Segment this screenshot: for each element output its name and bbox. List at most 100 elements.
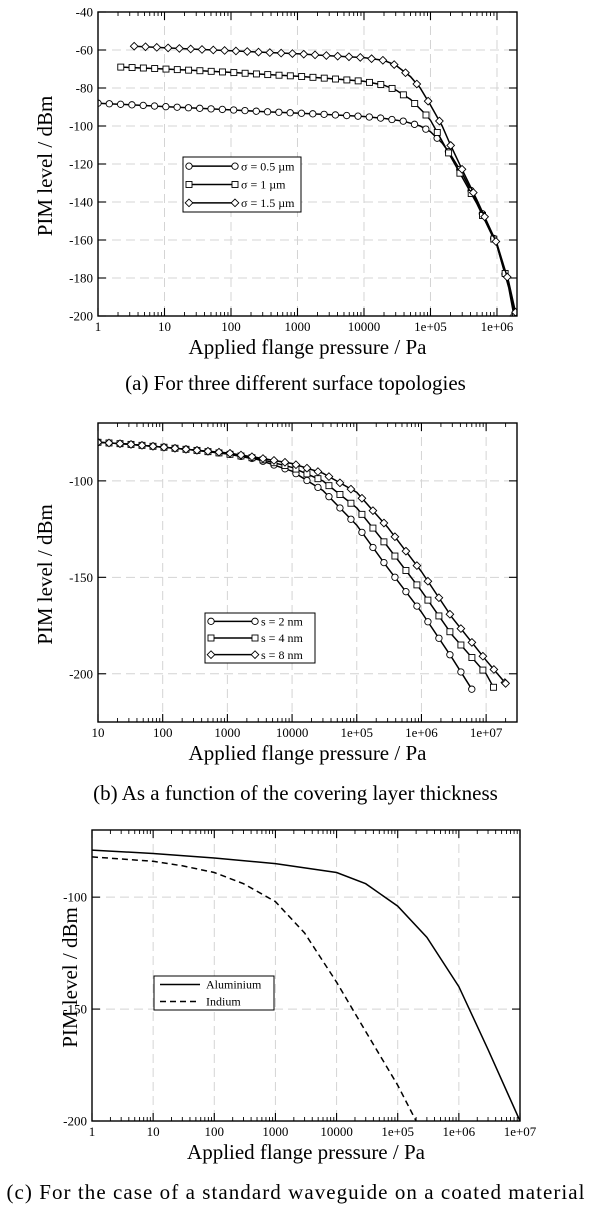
series-marker [423, 96, 433, 106]
series-marker [254, 47, 263, 57]
x-tick-label: 10000 [320, 1124, 353, 1139]
series-marker [162, 65, 170, 73]
series-marker [208, 45, 218, 55]
x-tick-label: 1e+06 [481, 319, 514, 334]
series-marker [399, 91, 407, 99]
series-marker [478, 651, 488, 661]
series-marker [225, 448, 235, 458]
series-marker [377, 81, 385, 88]
series-marker [264, 71, 272, 79]
series-marker [402, 567, 410, 574]
series-marker [184, 104, 193, 112]
x-tick-label: 1000 [262, 1124, 288, 1139]
caption-3: (c) For the case of a standard waveguide… [7, 1180, 585, 1204]
series-marker [126, 439, 136, 449]
series-marker [192, 445, 202, 455]
series-marker [219, 68, 226, 76]
series-marker [379, 518, 389, 528]
series-marker [446, 651, 454, 659]
plot-frame [91, 829, 521, 1122]
series-marker [139, 101, 147, 110]
series-marker [302, 463, 312, 473]
chart-1: 1 10 100 1000 10000 1e+05 1e+06 -40 -60 -80 -100 -1… [33, 5, 518, 395]
series-marker [275, 71, 283, 79]
series-marker [129, 41, 139, 51]
legend-marker [207, 617, 215, 625]
series-marker [343, 76, 351, 84]
series-marker [263, 108, 272, 116]
series-marker [299, 49, 309, 59]
series-marker [354, 112, 362, 120]
series-marker [368, 506, 378, 516]
series-marker [214, 447, 224, 457]
x-tick-label: 10000 [276, 725, 309, 740]
series-marker [343, 111, 351, 120]
x-tick-label: 1e+05 [381, 1124, 414, 1139]
series-marker [468, 685, 476, 693]
series-marker [457, 164, 467, 174]
series-marker [275, 108, 283, 116]
y-tick-label: -120 [69, 157, 93, 172]
series-marker [332, 75, 340, 83]
series-marker [367, 54, 377, 64]
series-marker [423, 576, 433, 586]
series-marker [173, 103, 181, 111]
series-marker [252, 107, 260, 115]
caption-1: (a) For three different surface topologi… [125, 371, 466, 395]
series-marker [185, 66, 193, 74]
y-tick-label: -180 [69, 271, 93, 286]
x-tick-label: 100 [205, 1124, 225, 1139]
series-marker [335, 478, 345, 488]
series-marker [456, 624, 466, 634]
series-marker [390, 532, 400, 542]
series-marker [365, 113, 373, 121]
series-marker [369, 543, 377, 552]
series-marker [196, 67, 204, 75]
series-marker [309, 110, 317, 118]
series-marker [148, 441, 158, 451]
series-marker [489, 665, 499, 674]
series-marker [117, 63, 125, 71]
series-marker [366, 78, 373, 86]
legend-label-2: s = 4 nm [261, 631, 303, 645]
series-marker [116, 100, 125, 108]
series-marker [163, 43, 173, 53]
series-marker [247, 452, 257, 462]
legend-marker [185, 181, 193, 188]
series-marker [325, 493, 333, 501]
series-marker [344, 52, 354, 62]
x-tick-label: 10000 [348, 319, 381, 334]
y-tick-label: -200 [69, 666, 93, 681]
plot-area [98, 41, 517, 316]
series-marker [446, 628, 454, 636]
x-tick-label: 1 [95, 319, 102, 334]
series-marker [434, 593, 444, 603]
series-marker [196, 104, 204, 112]
series-marker [412, 79, 422, 89]
series-marker [241, 106, 249, 115]
series-marker [424, 596, 432, 604]
series-marker [325, 482, 333, 490]
series-marker [186, 44, 196, 54]
series-marker [413, 581, 421, 589]
series-marker [105, 100, 113, 108]
series-marker [104, 438, 114, 448]
x-tick-label: 1 [89, 1124, 96, 1139]
series-marker [468, 654, 476, 661]
legend-label-1: σ = 0.5 µm [241, 159, 295, 173]
series-marker [358, 510, 366, 518]
y-tick-label: -100 [69, 119, 93, 134]
caption-2: (b) As a function of the covering layer … [93, 781, 498, 805]
y-tick-label: -200 [69, 309, 93, 324]
series-marker [313, 467, 323, 477]
y-tick-label: -150 [63, 1002, 87, 1017]
series-marker [231, 46, 241, 56]
series-marker [490, 683, 497, 691]
legend-marker [184, 198, 194, 208]
series-marker [435, 634, 443, 642]
series-marker [152, 42, 162, 52]
series-marker [501, 678, 511, 688]
series-marker [288, 49, 297, 59]
series-marker [446, 140, 456, 150]
